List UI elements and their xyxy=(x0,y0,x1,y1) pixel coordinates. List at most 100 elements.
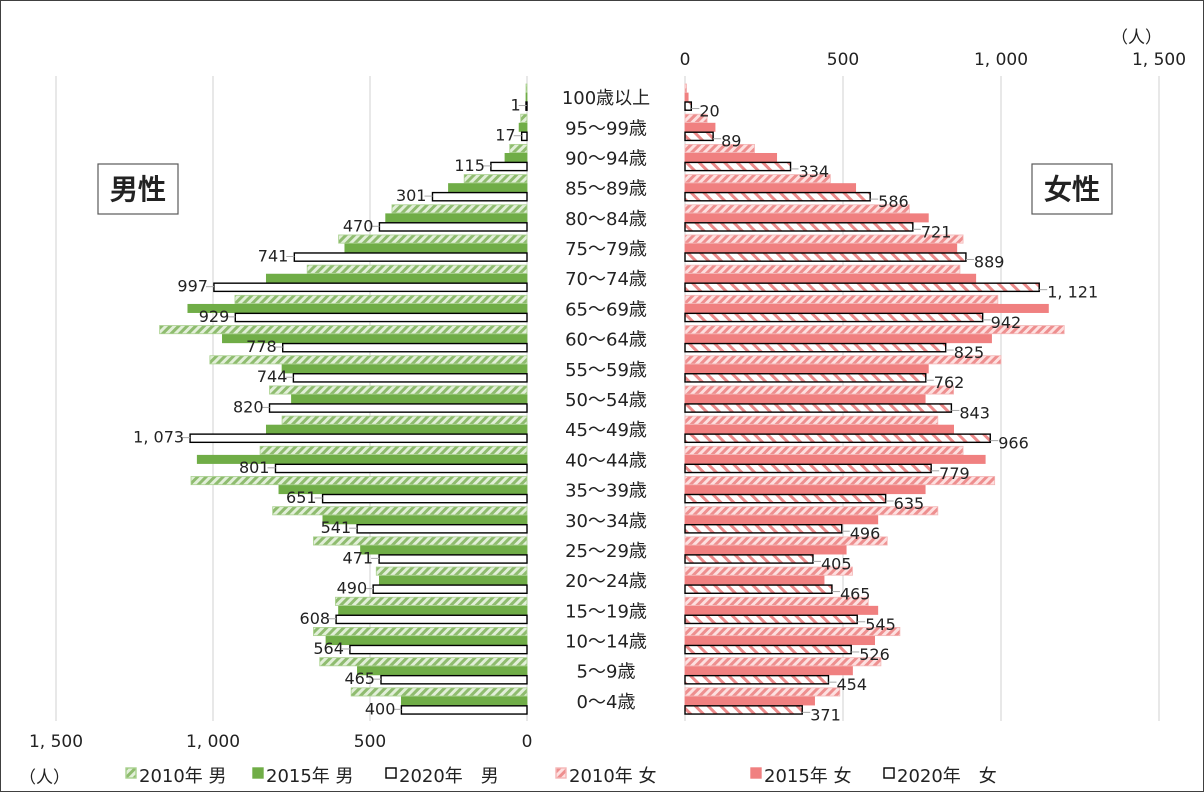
female-bar-2015年-女 xyxy=(684,92,689,102)
legend-label: 2020年 女 xyxy=(897,766,997,787)
male-bar-2015年-男 xyxy=(379,575,528,585)
female-bar-2015年-女 xyxy=(684,243,958,253)
male-value-label: 608 xyxy=(300,609,331,628)
male-value-label: 541 xyxy=(321,518,352,537)
male-bar-2020年-男 xyxy=(234,312,528,323)
age-group-label: 40～44歳 xyxy=(565,450,647,471)
female-bar-2010年-女 xyxy=(684,234,964,244)
female-value-label: 20 xyxy=(699,102,719,121)
female-value-label: 526 xyxy=(859,645,890,664)
male-bar-2015年-男 xyxy=(325,636,528,646)
legend-label: 2015年 男 xyxy=(266,766,354,787)
male-x-tick: 1, 500 xyxy=(29,732,83,752)
age-group-label: 80～84歳 xyxy=(565,209,647,230)
female-bar-2015年-女 xyxy=(684,605,879,615)
legend-swatch xyxy=(385,767,397,779)
male-bar-2020年-男 xyxy=(189,433,528,444)
female-bar-2010年-女 xyxy=(684,325,1065,335)
female-bar-2015年-女 xyxy=(684,636,876,646)
male-bar-2015年-男 xyxy=(281,364,528,374)
age-group-label: 55～59歳 xyxy=(565,360,647,381)
female-bar-2020年-女 xyxy=(684,403,953,413)
female-bar-2010年-女 xyxy=(684,596,869,606)
female-value-label: 465 xyxy=(840,585,871,604)
female-bar-2010年-女 xyxy=(684,657,882,667)
female-bar-2015年-女 xyxy=(684,515,879,525)
female-bar-2020年-女 xyxy=(684,463,932,474)
male-value-label: 651 xyxy=(286,488,317,507)
male-value-label: 490 xyxy=(337,579,368,598)
male-value-label: 471 xyxy=(343,548,374,567)
male-value-label: 1, 073 xyxy=(133,428,184,447)
female-bar-2010年-女 xyxy=(684,627,901,637)
female-bar-2020年-女 xyxy=(684,584,833,594)
male-bar-2020年-男 xyxy=(349,644,528,655)
female-value-label: 545 xyxy=(865,615,896,634)
female-bar-2020年-女 xyxy=(684,644,852,655)
male-value-label: 400 xyxy=(365,699,396,718)
female-sex-label: 女性 xyxy=(1044,173,1100,206)
age-group-label: 0～4歳 xyxy=(577,692,636,713)
male-bar-2020年-男 xyxy=(335,614,528,625)
male-bar-2015年-男 xyxy=(448,183,528,193)
female-bar-2010年-女 xyxy=(684,174,831,184)
male-value-label: 801 xyxy=(239,458,270,477)
leader-lines xyxy=(182,105,1048,713)
female-bar-2010年-女 xyxy=(684,687,841,697)
male-bar-2010年-男 xyxy=(350,687,528,697)
female-bar-2010年-女 xyxy=(684,204,910,214)
male-bar-2015年-男 xyxy=(322,515,528,525)
male-sex-label: 男性 xyxy=(110,173,166,206)
age-group-label: 45～49歳 xyxy=(565,420,647,441)
male-value-label: 465 xyxy=(344,669,375,688)
male-bar-2015年-男 xyxy=(265,424,528,434)
male-sex-box: 男性 xyxy=(97,163,179,215)
age-group-label: 30～34歳 xyxy=(565,511,647,532)
female-bar-2010年-女 xyxy=(684,294,999,304)
age-group-label: 100歳以上 xyxy=(562,88,650,109)
age-group-label: 65～69歳 xyxy=(565,299,647,320)
female-bar-2010年-女 xyxy=(684,566,853,576)
male-bar-2020年-男 xyxy=(380,674,528,685)
female-value-label: 942 xyxy=(991,313,1022,332)
age-group-label: 50～54歳 xyxy=(565,390,647,411)
male-bar-2020年-男 xyxy=(321,493,528,504)
female-bar-2015年-女 xyxy=(684,273,977,283)
female-bar-2020年-女 xyxy=(684,282,1040,293)
legend-swatch xyxy=(252,767,264,779)
female-bar-2010年-女 xyxy=(684,445,964,455)
female-bar-2020年-女 xyxy=(684,373,927,383)
male-value-label: 17 xyxy=(495,126,515,145)
male-bar-2010年-男 xyxy=(259,445,528,455)
age-group-label: 95～99歳 xyxy=(565,118,647,139)
male-bar-2020年-男 xyxy=(356,523,528,534)
female-bar-2010年-女 xyxy=(684,476,996,486)
female-bar-2015年-女 xyxy=(684,152,778,163)
age-group-label: 70～74歳 xyxy=(565,269,647,290)
male-bar-2020年-男 xyxy=(525,101,528,111)
age-group-label: 35～39歳 xyxy=(565,481,647,502)
male-bar-2015年-男 xyxy=(518,122,528,132)
legend-label: 2010年 男 xyxy=(139,766,227,787)
female-value-label: 1, 121 xyxy=(1047,283,1098,302)
age-group-label: 10～14歳 xyxy=(565,632,647,653)
male-bar-2020年-男 xyxy=(292,373,528,383)
male-bar-2020年-男 xyxy=(274,463,528,474)
male-value-label: 115 xyxy=(454,156,485,175)
age-group-label: 20～24歳 xyxy=(565,571,647,592)
female-bar-2020年-女 xyxy=(684,191,871,202)
female-bar-2020年-女 xyxy=(684,312,984,323)
female-bar-2015年-女 xyxy=(684,122,716,132)
legend-swatch xyxy=(555,767,567,779)
female-bar-2015年-女 xyxy=(684,666,853,676)
female-bar-2010年-女 xyxy=(684,385,955,395)
legend-swatch xyxy=(125,767,137,779)
female-x-tick: 0 xyxy=(680,50,691,70)
female-value-label: 635 xyxy=(894,494,925,513)
female-value-label: 496 xyxy=(850,524,881,543)
female-bar-2015年-女 xyxy=(684,303,1049,313)
female-bar-2010年-女 xyxy=(684,143,755,153)
male-bar-2020年-男 xyxy=(213,282,528,293)
female-bar-2010年-女 xyxy=(684,355,1002,365)
